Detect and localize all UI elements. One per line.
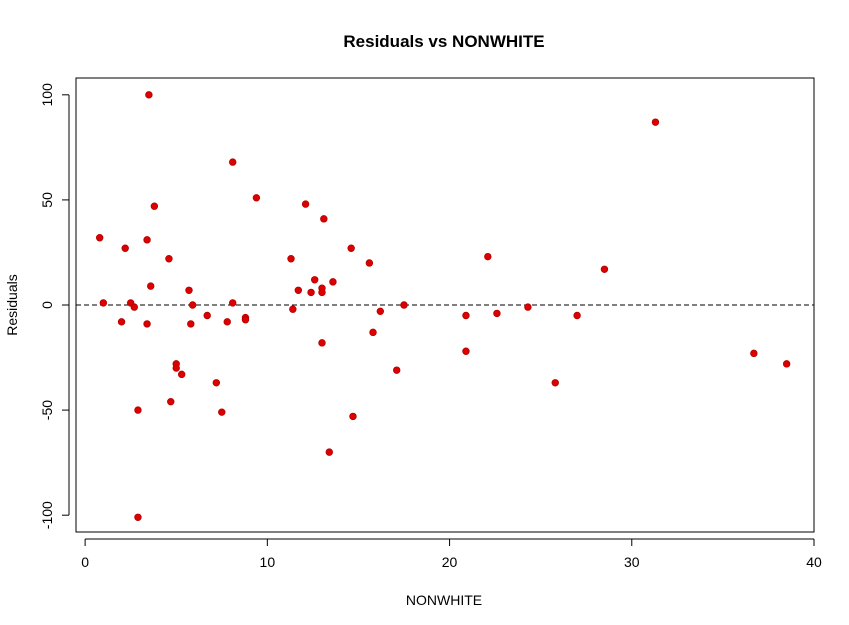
x-tick-label: 40	[806, 554, 822, 570]
data-point	[95, 234, 104, 242]
data-point	[294, 286, 303, 294]
x-axis-label: NONWHITE	[406, 592, 482, 608]
data-point	[130, 303, 139, 311]
data-point	[185, 286, 193, 294]
data-point	[218, 408, 226, 416]
x-axis: 0 10 20 30 40	[81, 538, 822, 570]
data-point	[329, 278, 337, 286]
data-point	[573, 311, 581, 320]
x-tick-label: 10	[260, 554, 276, 570]
data-point	[320, 215, 328, 223]
data-point	[347, 244, 355, 252]
data-point	[311, 276, 319, 284]
data-point	[145, 91, 153, 99]
data-point	[187, 320, 195, 328]
data-point	[376, 307, 385, 316]
data-point	[400, 301, 408, 309]
x-tick-label: 0	[81, 554, 89, 570]
data-point	[241, 316, 250, 324]
data-point	[167, 397, 175, 406]
data-point	[203, 311, 211, 320]
data-point	[177, 370, 186, 379]
data-point	[99, 299, 108, 307]
data-point	[172, 364, 180, 372]
data-point	[318, 288, 326, 297]
data-point	[325, 448, 333, 456]
data-point	[150, 202, 159, 210]
data-point	[369, 328, 377, 337]
data-point	[301, 200, 310, 208]
data-point	[212, 379, 221, 387]
y-tick-label: 50	[39, 192, 55, 208]
data-point	[365, 259, 374, 267]
data-point	[229, 158, 237, 166]
data-point	[165, 255, 173, 263]
x-tick-label: 30	[624, 554, 640, 570]
chart-title: Residuals vs NONWHITE	[343, 32, 544, 51]
data-point	[188, 301, 197, 309]
data-point	[134, 513, 142, 521]
data-point	[551, 379, 559, 387]
data-point	[782, 360, 791, 368]
y-axis-label: Residuals	[4, 274, 20, 335]
data-point	[524, 303, 532, 311]
data-point	[147, 282, 155, 290]
data-point	[121, 244, 129, 252]
data-point	[600, 265, 609, 273]
x-tick-label: 20	[442, 554, 458, 570]
data-point	[750, 349, 758, 358]
data-point	[493, 309, 501, 318]
data-point	[134, 406, 142, 414]
data-point	[462, 311, 470, 320]
data-point	[143, 236, 151, 244]
y-axis: -100 -50 0 50 100	[39, 83, 70, 529]
data-point	[289, 305, 297, 313]
data-point	[484, 252, 492, 261]
data-point	[318, 339, 326, 347]
data-point	[393, 366, 401, 374]
data-points	[95, 91, 791, 521]
data-point	[252, 194, 261, 202]
data-point	[223, 318, 231, 326]
data-point	[117, 318, 126, 326]
data-point	[349, 412, 357, 421]
y-tick-label: 100	[39, 83, 55, 107]
y-tick-label: -100	[39, 501, 55, 529]
data-point	[229, 299, 237, 307]
data-point	[307, 288, 315, 297]
y-tick-label: 0	[39, 301, 55, 309]
data-point	[462, 347, 470, 355]
data-point	[143, 320, 151, 328]
data-point	[651, 118, 660, 126]
y-tick-label: -50	[39, 400, 55, 420]
data-point	[287, 255, 295, 263]
